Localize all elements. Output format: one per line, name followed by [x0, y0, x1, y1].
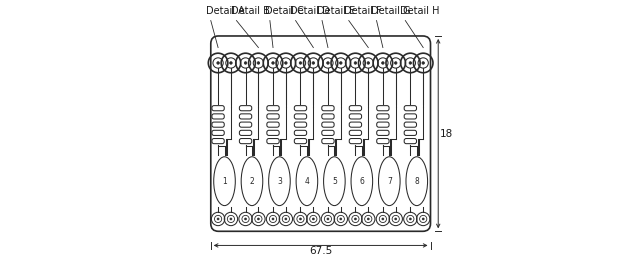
FancyBboxPatch shape — [294, 106, 307, 111]
FancyBboxPatch shape — [267, 139, 279, 144]
Circle shape — [382, 218, 384, 220]
FancyBboxPatch shape — [404, 130, 417, 135]
Text: 2: 2 — [250, 177, 254, 186]
Circle shape — [409, 62, 412, 64]
FancyBboxPatch shape — [377, 130, 389, 135]
Circle shape — [257, 218, 259, 220]
Circle shape — [354, 62, 356, 64]
FancyBboxPatch shape — [377, 122, 389, 127]
Circle shape — [285, 218, 287, 220]
Circle shape — [217, 62, 220, 64]
Text: 4: 4 — [305, 177, 309, 186]
Circle shape — [326, 62, 329, 64]
Circle shape — [339, 62, 342, 64]
FancyBboxPatch shape — [404, 106, 417, 111]
FancyBboxPatch shape — [239, 139, 252, 144]
FancyBboxPatch shape — [267, 114, 279, 119]
FancyBboxPatch shape — [267, 106, 279, 111]
Text: Detail E: Detail E — [317, 6, 355, 16]
FancyBboxPatch shape — [322, 122, 334, 127]
FancyBboxPatch shape — [239, 130, 252, 135]
FancyBboxPatch shape — [239, 122, 252, 127]
Circle shape — [367, 62, 369, 64]
FancyBboxPatch shape — [212, 130, 224, 135]
FancyBboxPatch shape — [322, 114, 334, 119]
FancyBboxPatch shape — [267, 130, 279, 135]
FancyBboxPatch shape — [377, 114, 389, 119]
FancyBboxPatch shape — [239, 106, 252, 111]
Text: 7: 7 — [387, 177, 392, 186]
Circle shape — [244, 218, 246, 220]
FancyBboxPatch shape — [377, 139, 389, 144]
Text: Detail H: Detail H — [400, 6, 440, 16]
Text: Detail F: Detail F — [344, 6, 381, 16]
Circle shape — [367, 218, 369, 220]
Circle shape — [299, 62, 302, 64]
FancyBboxPatch shape — [294, 139, 307, 144]
Text: Detail A: Detail A — [205, 6, 244, 16]
Circle shape — [272, 218, 274, 220]
FancyBboxPatch shape — [211, 36, 431, 231]
Text: 3: 3 — [277, 177, 282, 186]
Circle shape — [340, 218, 342, 220]
Circle shape — [381, 62, 384, 64]
FancyBboxPatch shape — [377, 106, 389, 111]
Text: Detail D: Detail D — [291, 6, 330, 16]
Circle shape — [312, 62, 315, 64]
FancyBboxPatch shape — [212, 122, 224, 127]
FancyBboxPatch shape — [212, 114, 224, 119]
Circle shape — [395, 218, 397, 220]
FancyBboxPatch shape — [322, 106, 334, 111]
Circle shape — [300, 218, 301, 220]
FancyBboxPatch shape — [404, 139, 417, 144]
Circle shape — [422, 62, 424, 64]
Circle shape — [272, 62, 275, 64]
Circle shape — [394, 62, 397, 64]
Circle shape — [410, 218, 412, 220]
Circle shape — [327, 218, 329, 220]
Text: Detail C: Detail C — [265, 6, 303, 16]
FancyBboxPatch shape — [239, 114, 252, 119]
FancyBboxPatch shape — [212, 139, 224, 144]
Text: 18: 18 — [440, 129, 454, 139]
Text: 1: 1 — [222, 177, 227, 186]
FancyBboxPatch shape — [212, 106, 224, 111]
Circle shape — [422, 218, 424, 220]
Circle shape — [230, 218, 232, 220]
FancyBboxPatch shape — [322, 130, 334, 135]
Circle shape — [285, 62, 287, 64]
FancyBboxPatch shape — [294, 114, 307, 119]
Text: Detail G: Detail G — [371, 6, 411, 16]
Circle shape — [244, 62, 247, 64]
Circle shape — [257, 62, 260, 64]
Text: 67.5: 67.5 — [309, 246, 332, 256]
Text: Detail B: Detail B — [231, 6, 270, 16]
Circle shape — [355, 218, 356, 220]
FancyBboxPatch shape — [294, 122, 307, 127]
Text: 8: 8 — [415, 177, 419, 186]
FancyBboxPatch shape — [349, 106, 362, 111]
FancyBboxPatch shape — [404, 122, 417, 127]
FancyBboxPatch shape — [349, 114, 362, 119]
FancyBboxPatch shape — [349, 122, 362, 127]
FancyBboxPatch shape — [349, 139, 362, 144]
Circle shape — [312, 218, 314, 220]
FancyBboxPatch shape — [404, 114, 417, 119]
Circle shape — [230, 62, 232, 64]
Text: 5: 5 — [332, 177, 337, 186]
FancyBboxPatch shape — [267, 122, 279, 127]
Circle shape — [217, 218, 219, 220]
FancyBboxPatch shape — [349, 130, 362, 135]
FancyBboxPatch shape — [322, 139, 334, 144]
Text: 6: 6 — [360, 177, 364, 186]
FancyBboxPatch shape — [294, 130, 307, 135]
